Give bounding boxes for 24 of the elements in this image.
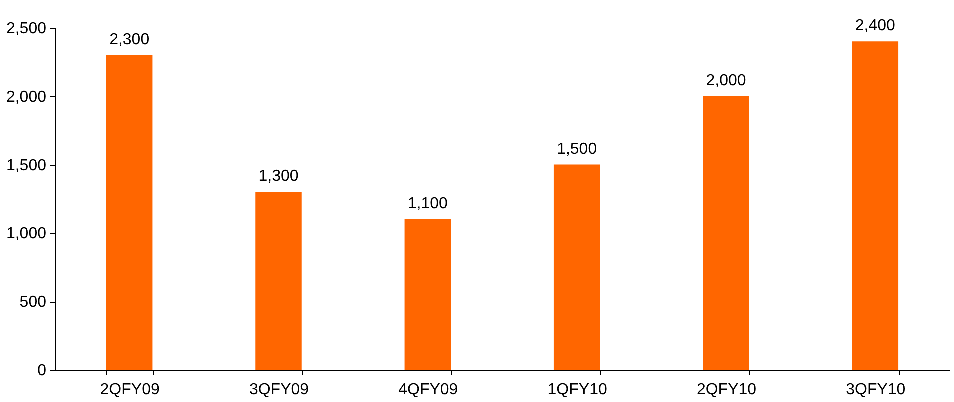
y-tick-label: 500 bbox=[20, 294, 47, 312]
bar bbox=[703, 96, 750, 370]
bar bbox=[256, 192, 302, 370]
bar bbox=[106, 55, 153, 370]
y-tick-label: 2,000 bbox=[6, 88, 47, 106]
x-tick-label: 2QFY10 bbox=[696, 382, 757, 398]
y-tick-label: 2,500 bbox=[6, 20, 47, 38]
y-tick-label: 1,000 bbox=[6, 226, 47, 243]
bar bbox=[554, 164, 600, 370]
data-label: 2,400 bbox=[855, 18, 896, 35]
bar bbox=[404, 220, 452, 370]
data-label: 1,300 bbox=[258, 168, 299, 186]
y-tick-label: 0 bbox=[38, 362, 47, 380]
bar bbox=[852, 42, 899, 370]
x-tick-label: 1QFY10 bbox=[548, 382, 608, 398]
x-tick-label: 3QFY10 bbox=[846, 382, 906, 398]
data-label: 2,000 bbox=[706, 72, 746, 90]
x-tick-label: 4QFY09 bbox=[398, 382, 458, 398]
x-tick-label: 2QFY09 bbox=[100, 382, 160, 398]
data-label: 1,500 bbox=[557, 140, 598, 158]
x-tick-label: 3QFY09 bbox=[249, 382, 310, 398]
data-label: 1,100 bbox=[408, 196, 448, 213]
data-label: 2,300 bbox=[110, 31, 150, 48]
y-tick-label: 1,500 bbox=[6, 157, 47, 174]
